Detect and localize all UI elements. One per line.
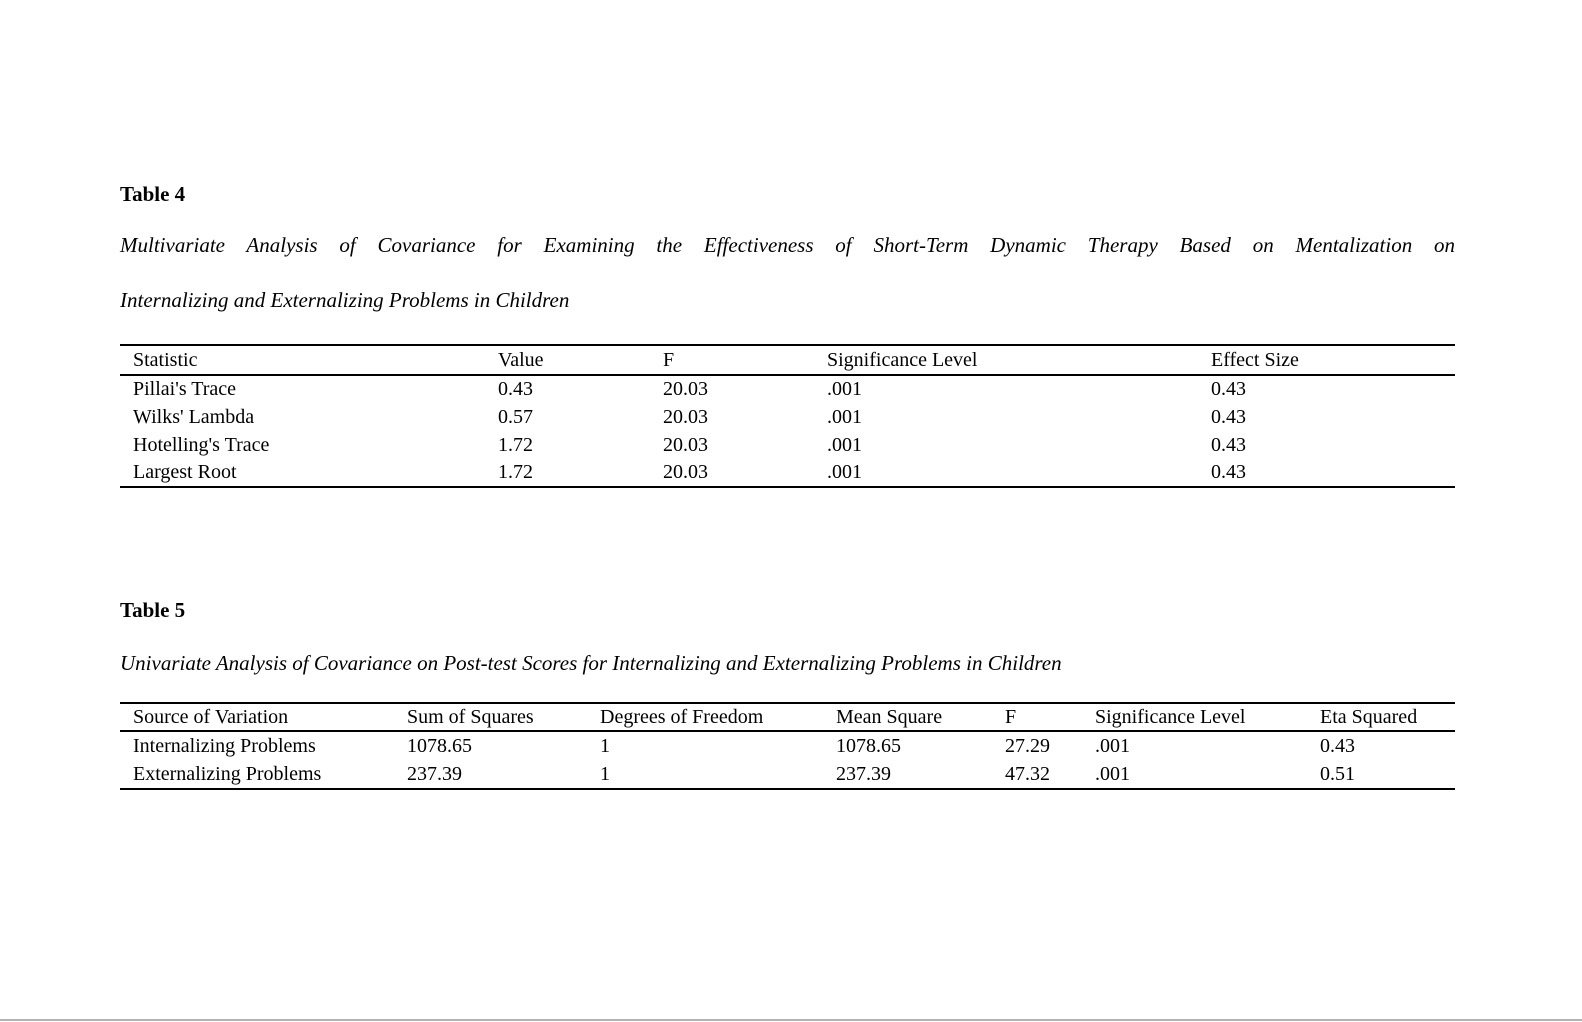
table-cell: Largest Root	[133, 461, 237, 483]
table-cell: 237.39	[836, 762, 891, 785]
page-bottom-edge	[0, 1019, 1582, 1021]
table-cell: 1078.65	[407, 734, 472, 757]
table-cell: Externalizing Problems	[133, 762, 322, 785]
table5-caption-line1: Univariate Analysis of Covariance on Pos…	[120, 651, 1062, 675]
table5-heading: Table 5	[120, 598, 186, 622]
table4-caption-line1: Multivariate Analysis of Covariance for …	[120, 233, 1455, 257]
table-cell: 0.43	[1211, 433, 1246, 456]
table-row: Internalizing Problems 1078.65 1 1078.65…	[120, 731, 1455, 760]
table-cell: 0.51	[1320, 762, 1355, 785]
column-header: Significance Level	[827, 348, 978, 371]
mancova-table: Statistic Value F Significance Level Eff…	[120, 344, 1455, 488]
table-cell: Hotelling's Trace	[133, 433, 270, 456]
table-header-row: Source of Variation Sum of Squares Degre…	[120, 703, 1455, 731]
table-cell: .001	[827, 433, 862, 456]
table-cell: 0.43	[1211, 461, 1246, 483]
table-cell: 20.03	[663, 405, 708, 428]
table4-caption-line2: Internalizing and Externalizing Problems…	[120, 288, 570, 312]
column-header: Sum of Squares	[407, 705, 534, 728]
table-cell: 1.72	[498, 433, 533, 456]
column-header: Statistic	[133, 348, 198, 371]
column-header: F	[1005, 705, 1017, 728]
table-row: Wilks' Lambda 0.57 20.03 .001 0.43	[120, 403, 1455, 431]
table-cell: 0.43	[1211, 405, 1246, 428]
column-header: Degrees of Freedom	[600, 705, 764, 728]
table-cell: 27.29	[1005, 734, 1050, 757]
table-cell: 1078.65	[836, 734, 901, 757]
table-cell: .001	[827, 378, 862, 400]
table-cell: 20.03	[663, 378, 708, 400]
table-cell: .001	[1095, 734, 1130, 757]
table-cell: .001	[827, 405, 862, 428]
table-row: Externalizing Problems 237.39 1 237.39 4…	[120, 760, 1455, 789]
table-cell: 0.43	[1320, 734, 1355, 757]
table-cell: 1	[600, 734, 610, 757]
table-cell: Wilks' Lambda	[133, 405, 255, 428]
table-cell: 47.32	[1005, 762, 1050, 785]
table-row: Pillai's Trace 0.43 20.03 .001 0.43	[120, 375, 1455, 403]
column-header: F	[663, 348, 675, 371]
column-header: Mean Square	[836, 705, 943, 728]
ancova-table: Source of Variation Sum of Squares Degre…	[120, 702, 1455, 790]
table-cell: 20.03	[663, 433, 708, 456]
table-row: Hotelling's Trace 1.72 20.03 .001 0.43	[120, 431, 1455, 459]
table-row: Largest Root 1.72 20.03 .001 0.43	[120, 459, 1455, 487]
table-cell: 20.03	[663, 461, 708, 483]
column-header: Value	[498, 348, 544, 371]
table-cell: 1.72	[498, 461, 533, 483]
table-cell: 1	[600, 762, 610, 785]
column-header: Eta Squared	[1320, 705, 1418, 728]
table-header-row: Statistic Value F Significance Level Eff…	[120, 345, 1455, 375]
table-cell: Pillai's Trace	[133, 378, 237, 400]
table-cell: 0.43	[498, 378, 533, 400]
table-cell: 237.39	[407, 762, 462, 785]
table-cell: .001	[1095, 762, 1130, 785]
table-cell: 0.57	[498, 405, 533, 428]
table-cell: .001	[827, 461, 862, 483]
column-header: Effect Size	[1211, 348, 1299, 371]
column-header: Source of Variation	[133, 705, 289, 728]
table4-heading: Table 4	[120, 182, 186, 206]
table-cell: Internalizing Problems	[133, 734, 316, 757]
column-header: Significance Level	[1095, 705, 1246, 728]
table-cell: 0.43	[1211, 378, 1246, 400]
